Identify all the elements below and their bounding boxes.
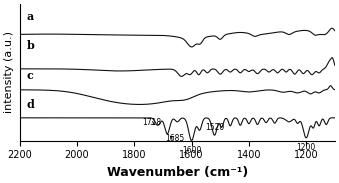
X-axis label: Wavenumber (cm⁻¹): Wavenumber (cm⁻¹) bbox=[107, 166, 248, 179]
Y-axis label: intensity (a.u.): intensity (a.u.) bbox=[4, 31, 14, 113]
Text: 1685: 1685 bbox=[165, 134, 184, 143]
Text: c: c bbox=[27, 70, 34, 81]
Text: 1520: 1520 bbox=[205, 123, 224, 132]
Text: a: a bbox=[27, 11, 34, 22]
Text: 1718: 1718 bbox=[142, 118, 161, 127]
Text: b: b bbox=[27, 40, 35, 51]
Text: 1200: 1200 bbox=[297, 143, 316, 152]
Text: d: d bbox=[27, 99, 35, 110]
Text: 1600: 1600 bbox=[182, 146, 201, 155]
